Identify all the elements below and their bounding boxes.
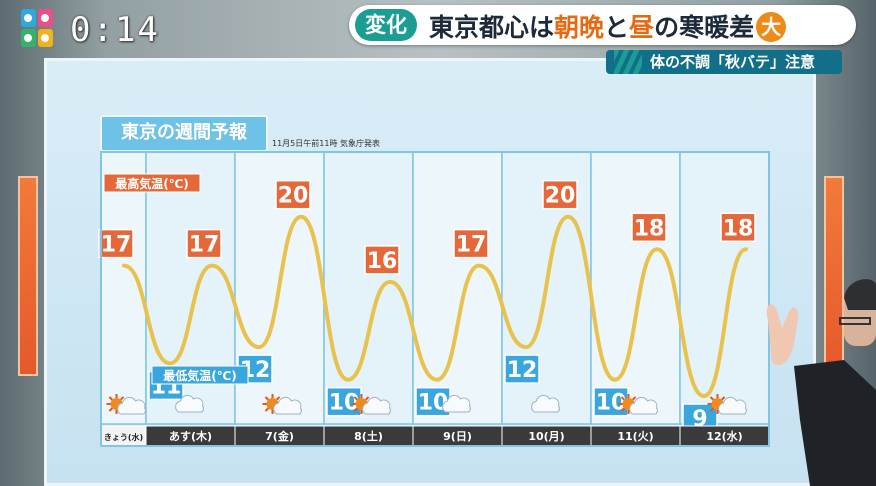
- high-temp-label-box: [186, 228, 222, 259]
- low-temp-label: 12: [504, 354, 540, 384]
- high-temp-label-value: 18: [723, 216, 754, 241]
- studio-panel-left: [18, 176, 38, 376]
- day-label: 12(水): [706, 429, 742, 443]
- high-temp-label-box: [364, 245, 400, 275]
- sun-ray: [120, 396, 125, 401]
- high-temp-label-box: [453, 228, 489, 259]
- headline-text: 東京都心は朝晩と昼の寒暖差大: [429, 8, 787, 44]
- headline-tag: 変化: [355, 9, 417, 41]
- day-label: きょう(水): [104, 432, 143, 442]
- high-temp-label-box: [275, 179, 311, 210]
- headline-emphasis: 昼: [629, 13, 655, 42]
- cloud-icon: [273, 396, 302, 415]
- subline-stripe: [614, 50, 642, 74]
- chart-title: 東京の週間予報: [100, 115, 268, 152]
- chart-frame: [100, 151, 770, 447]
- high-temp-label-box: [631, 212, 667, 243]
- high-temp-label-value: 18: [634, 216, 665, 241]
- presenter-figure: [766, 279, 876, 486]
- subline-banner: 体の不調「秋バテ」注意: [606, 50, 842, 74]
- headline-part: 東京都心は: [429, 13, 555, 42]
- low-temp-label: 10: [326, 386, 362, 417]
- high-temp-label: 17: [186, 228, 222, 259]
- cloud-icon: [175, 394, 204, 413]
- sun-ray: [709, 396, 714, 401]
- sun-ray: [709, 407, 714, 412]
- headline-part: と: [604, 13, 630, 42]
- legend-high: 最高気温(℃): [115, 176, 189, 191]
- day-label: 11(火): [617, 430, 653, 443]
- day-label: 8(土): [354, 429, 383, 443]
- day-column: [412, 151, 503, 425]
- chart-issued-note: 11月5日午前11時 気象庁発表: [272, 139, 380, 148]
- headline-banner: 変化 東京都心は朝晩と昼の寒暖差大: [349, 5, 856, 45]
- high-temp-label: 16: [364, 245, 400, 275]
- high-temp-label-value: 20: [545, 184, 576, 209]
- sun-ray: [353, 396, 358, 401]
- day-label: あす(木): [169, 429, 212, 443]
- low-temp-label-box: [504, 354, 540, 384]
- high-temp-label: 17: [98, 228, 134, 259]
- sun-ray: [365, 396, 370, 401]
- high-temp-label-box: [720, 212, 756, 243]
- subline-text: 体の不調「秋バテ」注意: [650, 53, 816, 71]
- day-label: 9(日): [443, 430, 472, 443]
- low-temp-label: 12: [237, 354, 273, 384]
- temperature-line: [122, 214, 748, 399]
- program-logo-icon: [21, 9, 53, 47]
- sun-ray: [353, 407, 358, 412]
- cloud-icon: [117, 396, 146, 415]
- cloud-icon: [362, 396, 391, 415]
- high-temp-label-value: 20: [278, 184, 309, 209]
- high-temp-label: 18: [631, 212, 667, 243]
- sun-ray: [721, 396, 726, 401]
- day-label: 10(月): [528, 430, 564, 443]
- high-temp-label-box: [98, 228, 134, 259]
- day-column: [679, 151, 770, 425]
- clock: 0:14: [70, 10, 160, 50]
- high-temp-label-value: 17: [189, 233, 220, 258]
- high-temp-label: 17: [453, 228, 489, 259]
- low-temp-label: 10: [593, 386, 629, 417]
- headline-part: の寒暖差: [654, 13, 755, 42]
- sun-ray: [108, 396, 113, 401]
- cloud-icon: [718, 396, 747, 415]
- headline-emphasis: 朝晩: [554, 13, 605, 42]
- high-temp-label: 18: [720, 212, 756, 243]
- legend-low-box: [151, 365, 249, 385]
- sun-ray: [620, 407, 625, 412]
- legend-low: 最低気温(℃): [163, 368, 237, 383]
- cloud-icon: [531, 394, 560, 413]
- high-temp-label-value: 17: [101, 233, 132, 258]
- cloud-icon: [442, 394, 471, 413]
- sun-ray: [264, 396, 269, 401]
- sun-ray: [264, 407, 269, 412]
- sun-ray: [108, 407, 113, 412]
- high-temp-label-value: 16: [367, 249, 398, 274]
- headline-badge: 大: [756, 12, 787, 42]
- sun-ray: [620, 396, 625, 401]
- day-column: [590, 151, 681, 425]
- high-temp-label: 20: [542, 179, 578, 210]
- sun-ray: [276, 396, 281, 401]
- high-temp-label: 20: [275, 179, 311, 210]
- high-temp-label-box: [542, 179, 578, 210]
- day-label: 7(金): [265, 429, 294, 443]
- high-temp-label-value: 17: [456, 233, 487, 258]
- sun-ray: [632, 396, 637, 401]
- low-temp-label-value: 12: [507, 358, 538, 383]
- cloud-icon: [629, 396, 658, 415]
- legend-high-box: [103, 173, 201, 193]
